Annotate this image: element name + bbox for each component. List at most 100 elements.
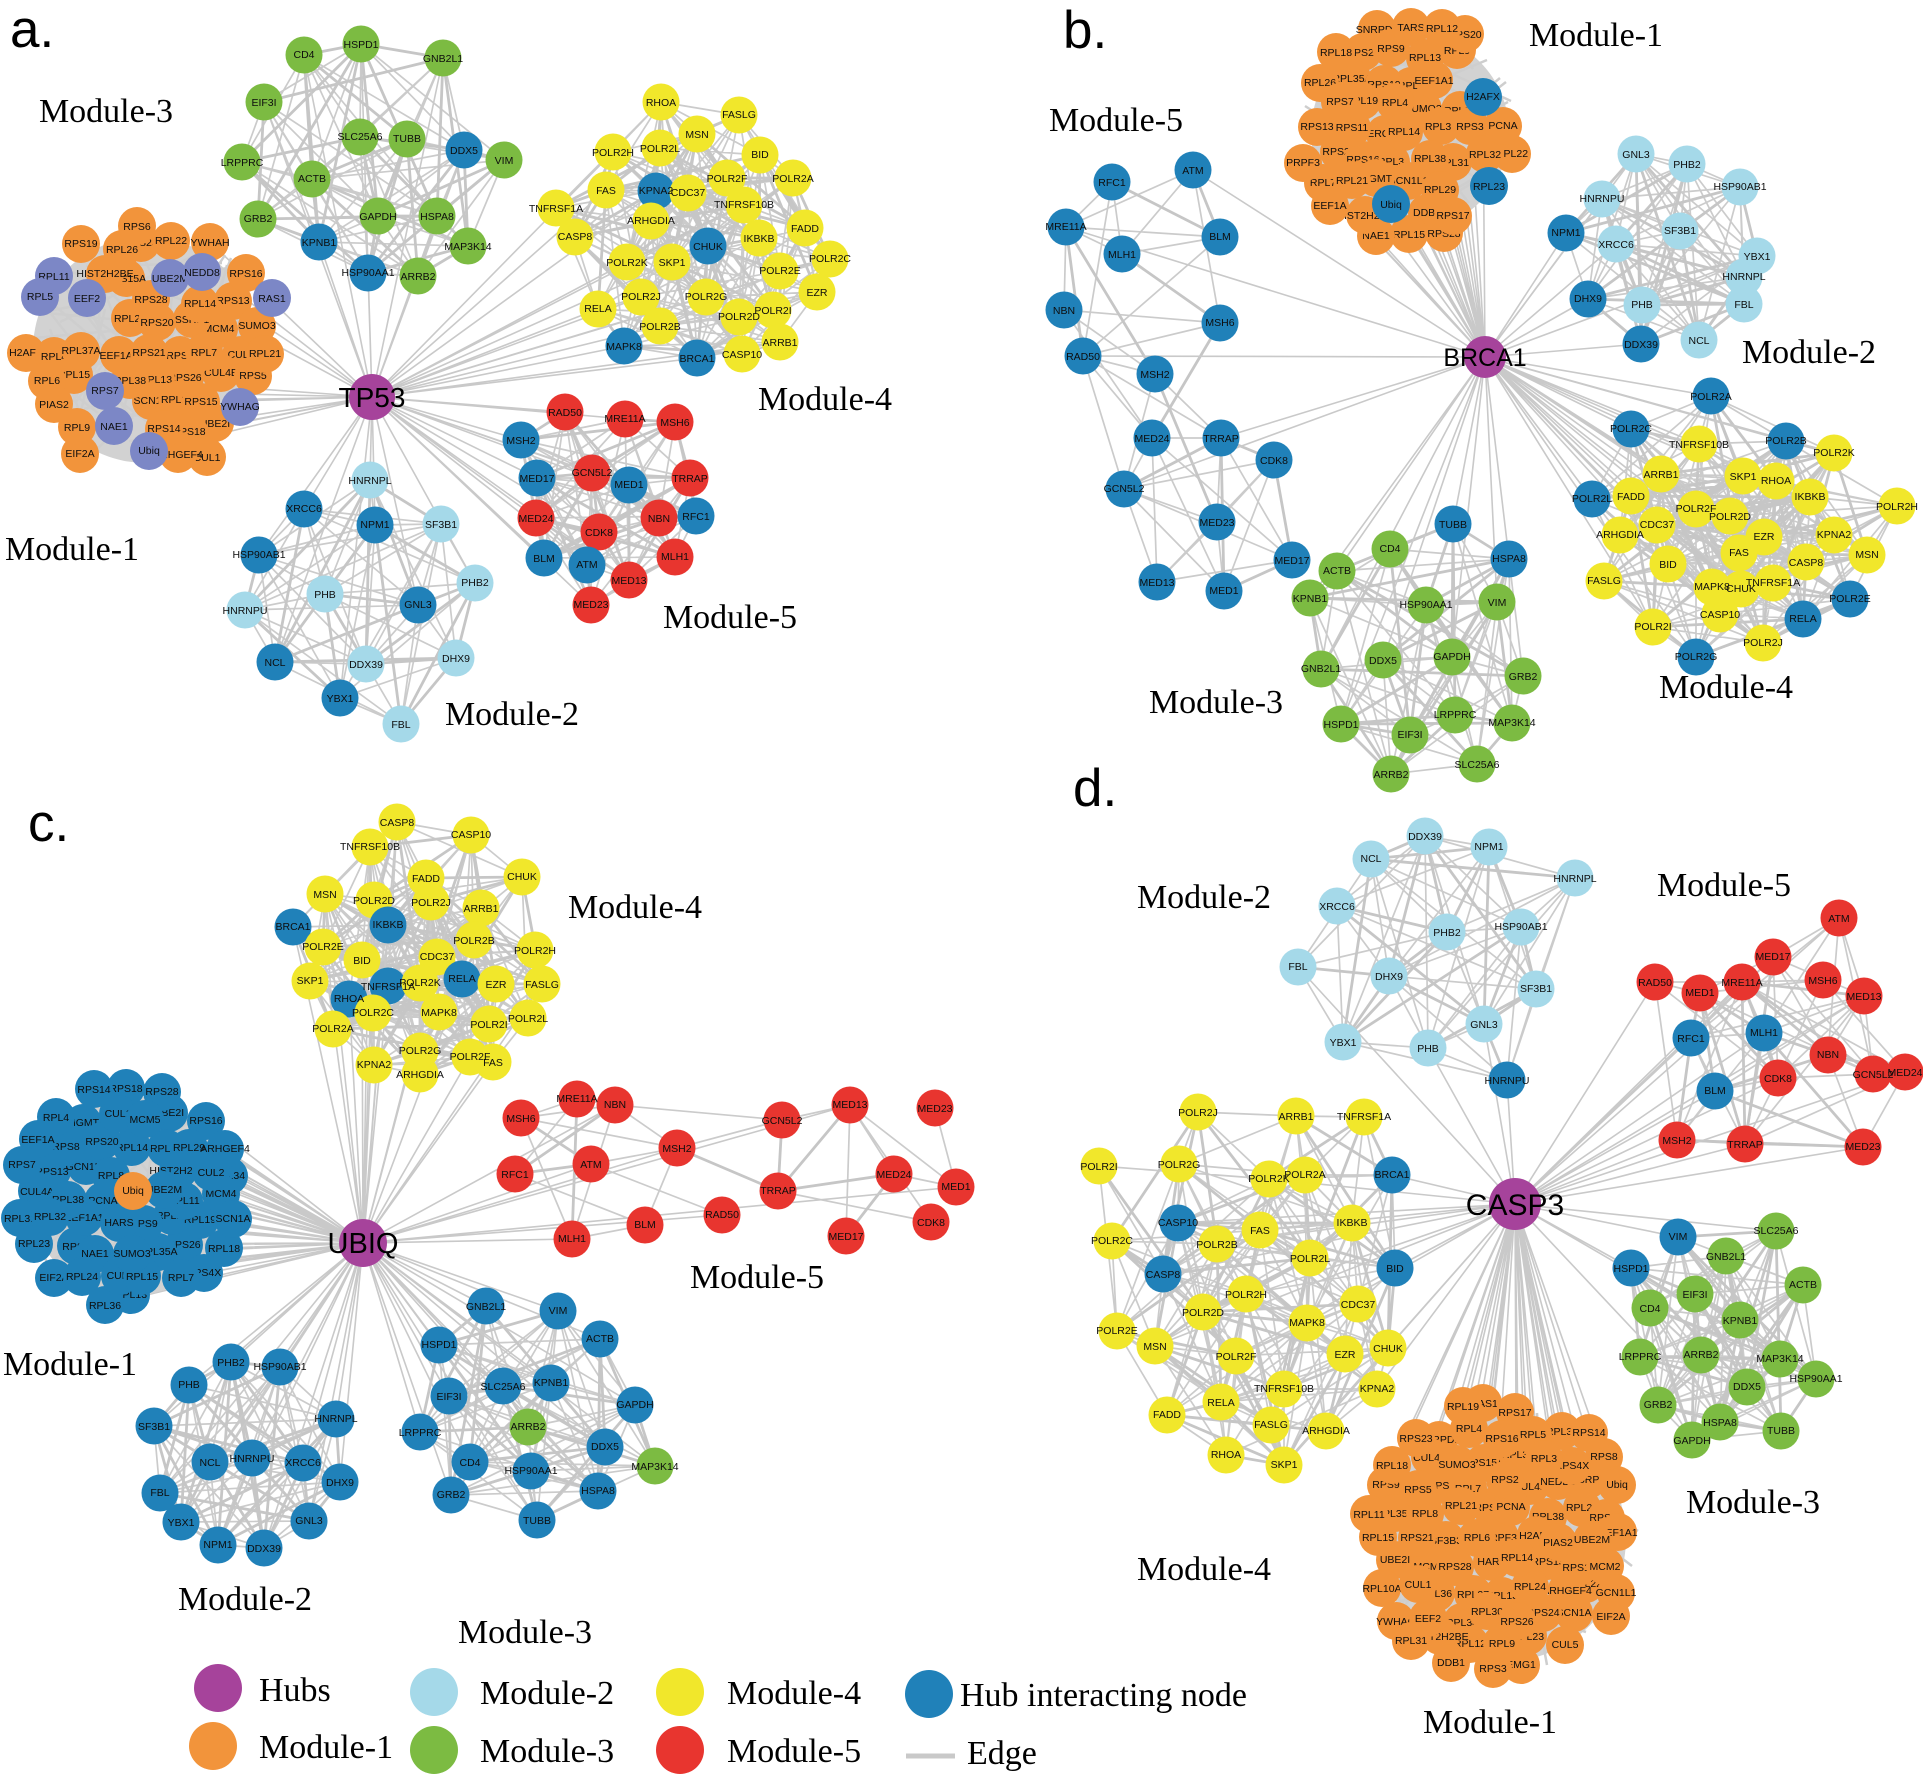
svg-text:Hubs: Hubs	[259, 1672, 331, 1709]
svg-text:SLC25A6: SLC25A6	[1455, 759, 1500, 771]
svg-text:SLC25A6: SLC25A6	[481, 1381, 526, 1393]
svg-text:ATM: ATM	[576, 559, 597, 571]
svg-text:RPL21: RPL21	[249, 348, 281, 360]
svg-text:PHB: PHB	[314, 589, 336, 601]
svg-text:NPM1: NPM1	[1474, 841, 1503, 853]
svg-text:RPS17: RPS17	[1498, 1407, 1531, 1419]
svg-text:EEF1A: EEF1A	[1313, 200, 1346, 212]
svg-text:Module-1: Module-1	[5, 531, 139, 568]
svg-text:RPS4X: RPS4X	[1555, 1460, 1589, 1472]
svg-text:RFC1: RFC1	[501, 1169, 529, 1181]
svg-text:POLR2A: POLR2A	[312, 1023, 353, 1035]
svg-text:CASP8: CASP8	[1789, 557, 1824, 569]
svg-text:GRB2: GRB2	[1644, 1399, 1673, 1411]
svg-text:HSP90AA1: HSP90AA1	[504, 1465, 557, 1477]
svg-text:MSH2: MSH2	[662, 1143, 691, 1155]
svg-text:HNRNPL: HNRNPL	[348, 475, 391, 487]
svg-text:RAD50: RAD50	[1066, 351, 1100, 363]
svg-text:RPL26: RPL26	[106, 244, 138, 256]
svg-text:EZR: EZR	[486, 979, 507, 991]
svg-text:GNB2L1: GNB2L1	[1706, 1251, 1746, 1263]
svg-text:POLR2F: POLR2F	[707, 173, 748, 185]
svg-text:POLR2J: POLR2J	[1743, 637, 1783, 649]
svg-text:POLR2C: POLR2C	[1091, 1235, 1133, 1247]
svg-text:RPS3: RPS3	[1479, 1663, 1507, 1675]
svg-text:YWHAG: YWHAG	[220, 401, 260, 413]
svg-text:TP53: TP53	[339, 382, 406, 413]
svg-text:RPL12: RPL12	[1454, 1638, 1486, 1650]
svg-text:Module-2: Module-2	[1742, 334, 1876, 371]
svg-text:GCN5L2: GCN5L2	[762, 1115, 803, 1127]
svg-text:Module-3: Module-3	[1686, 1484, 1820, 1521]
svg-text:Module-2: Module-2	[178, 1581, 312, 1618]
svg-text:KPNA2: KPNA2	[1360, 1383, 1395, 1395]
svg-text:RPL35A: RPL35A	[1332, 73, 1371, 85]
svg-text:MRE11A: MRE11A	[556, 1093, 597, 1105]
svg-text:NBN: NBN	[604, 1099, 626, 1111]
svg-text:ARRB2: ARRB2	[510, 1421, 545, 1433]
svg-text:RPL22: RPL22	[1496, 148, 1528, 160]
svg-text:RPL4: RPL4	[43, 1112, 69, 1124]
svg-text:RPL23: RPL23	[1473, 181, 1505, 193]
svg-text:HSP90AB1: HSP90AB1	[1713, 181, 1766, 193]
svg-text:SKP1: SKP1	[1271, 1459, 1298, 1471]
svg-text:RHOA: RHOA	[646, 97, 676, 109]
svg-text:RPL15: RPL15	[1393, 229, 1425, 241]
svg-text:YBX1: YBX1	[327, 693, 354, 705]
svg-text:Module-1: Module-1	[1423, 1704, 1557, 1741]
svg-text:ACTB: ACTB	[1323, 565, 1351, 577]
svg-text:MLH1: MLH1	[661, 551, 689, 563]
svg-text:EIF3I: EIF3I	[1397, 729, 1422, 741]
svg-text:GCN5L2: GCN5L2	[572, 467, 613, 479]
svg-text:HSP90AA1: HSP90AA1	[341, 267, 394, 279]
svg-text:HNRNPU: HNRNPU	[223, 605, 268, 617]
svg-text:Module-3: Module-3	[39, 93, 173, 130]
svg-text:RPL23: RPL23	[18, 1238, 50, 1250]
svg-text:DHX9: DHX9	[1375, 971, 1403, 983]
svg-text:TNFRSF1A: TNFRSF1A	[1746, 577, 1800, 589]
svg-text:CHUK: CHUK	[1726, 583, 1756, 595]
svg-text:TARS: TARS	[1397, 22, 1424, 34]
svg-text:ARRB1: ARRB1	[762, 337, 797, 349]
svg-text:POLR2A: POLR2A	[772, 173, 813, 185]
svg-text:GNL3: GNL3	[1470, 1019, 1498, 1031]
svg-text:ATM: ATM	[1828, 913, 1849, 925]
svg-text:RHOA: RHOA	[334, 993, 364, 1005]
svg-text:RPS2: RPS2	[1491, 1474, 1519, 1486]
svg-text:BID: BID	[1659, 559, 1677, 571]
svg-text:MED1: MED1	[1209, 585, 1238, 597]
svg-text:RPS28: RPS28	[145, 1086, 178, 1098]
svg-text:RPS8: RPS8	[52, 1141, 80, 1153]
svg-text:CD4: CD4	[1639, 1303, 1660, 1315]
svg-text:MSN: MSN	[685, 129, 708, 141]
svg-text:POLR2I: POLR2I	[754, 305, 791, 317]
svg-text:EEF1A: EEF1A	[21, 1134, 54, 1146]
svg-text:RPS15: RPS15	[184, 396, 217, 408]
svg-text:MED1: MED1	[614, 479, 643, 491]
svg-text:CDK8: CDK8	[1764, 1073, 1792, 1085]
svg-text:MAP3K14: MAP3K14	[631, 1461, 678, 1473]
svg-text:TUBB: TUBB	[1767, 1425, 1795, 1437]
svg-text:CASP8: CASP8	[558, 231, 593, 243]
svg-text:RPL18: RPL18	[208, 1243, 240, 1255]
svg-text:POLR2H: POLR2H	[1876, 501, 1918, 513]
svg-text:RPL14: RPL14	[184, 298, 216, 310]
svg-text:RELA: RELA	[584, 303, 611, 315]
svg-text:MED17: MED17	[1274, 555, 1309, 567]
svg-text:PHB: PHB	[1417, 1043, 1439, 1055]
svg-text:IKBKB: IKBKB	[1337, 1217, 1368, 1229]
svg-text:RPS11: RPS11	[1336, 122, 1369, 134]
svg-text:HNRNPL: HNRNPL	[1553, 873, 1596, 885]
svg-text:RPL6: RPL6	[34, 375, 60, 387]
svg-text:KPNB1: KPNB1	[302, 237, 337, 249]
svg-text:GRB2: GRB2	[437, 1489, 466, 1501]
svg-text:MCM2: MCM2	[1590, 1561, 1621, 1573]
svg-text:EZR: EZR	[807, 287, 828, 299]
svg-text:FADD: FADD	[791, 223, 819, 235]
svg-text:POLR2D: POLR2D	[1709, 511, 1751, 523]
svg-text:ARRB2: ARRB2	[400, 271, 435, 283]
svg-text:RFC1: RFC1	[1098, 177, 1126, 189]
svg-text:RPS3: RPS3	[1456, 121, 1484, 133]
svg-text:BRCA1: BRCA1	[1374, 1169, 1409, 1181]
svg-text:RPS7: RPS7	[8, 1159, 36, 1171]
